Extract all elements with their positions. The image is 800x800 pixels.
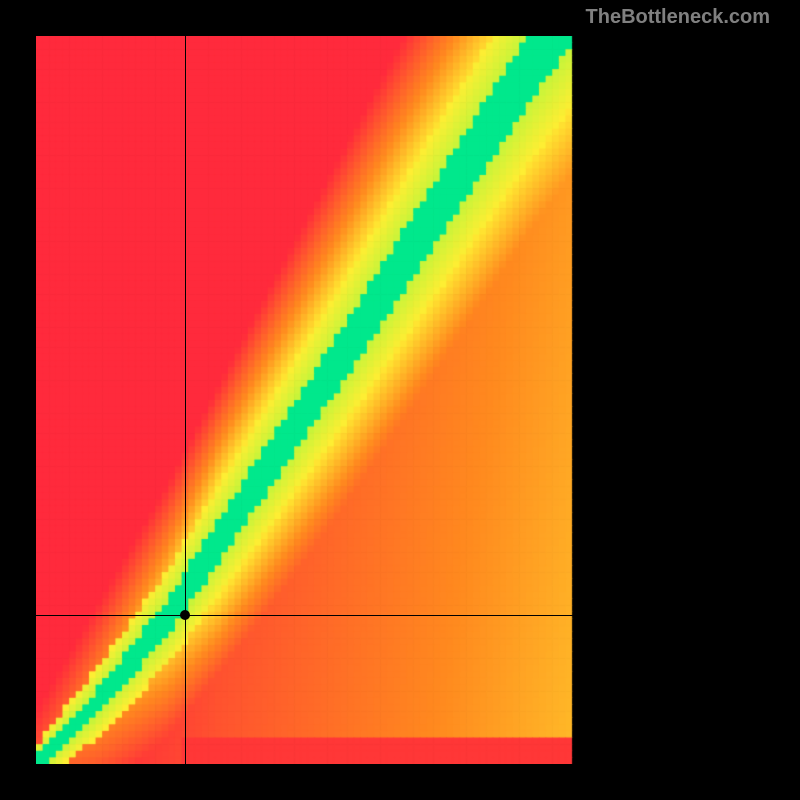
crosshair-horizontal <box>36 615 764 616</box>
crosshair-marker <box>180 610 190 620</box>
watermark-text: TheBottleneck.com <box>586 6 770 29</box>
heatmap-canvas <box>36 36 764 764</box>
crosshair-vertical <box>185 36 186 764</box>
heatmap-plot <box>36 36 764 764</box>
